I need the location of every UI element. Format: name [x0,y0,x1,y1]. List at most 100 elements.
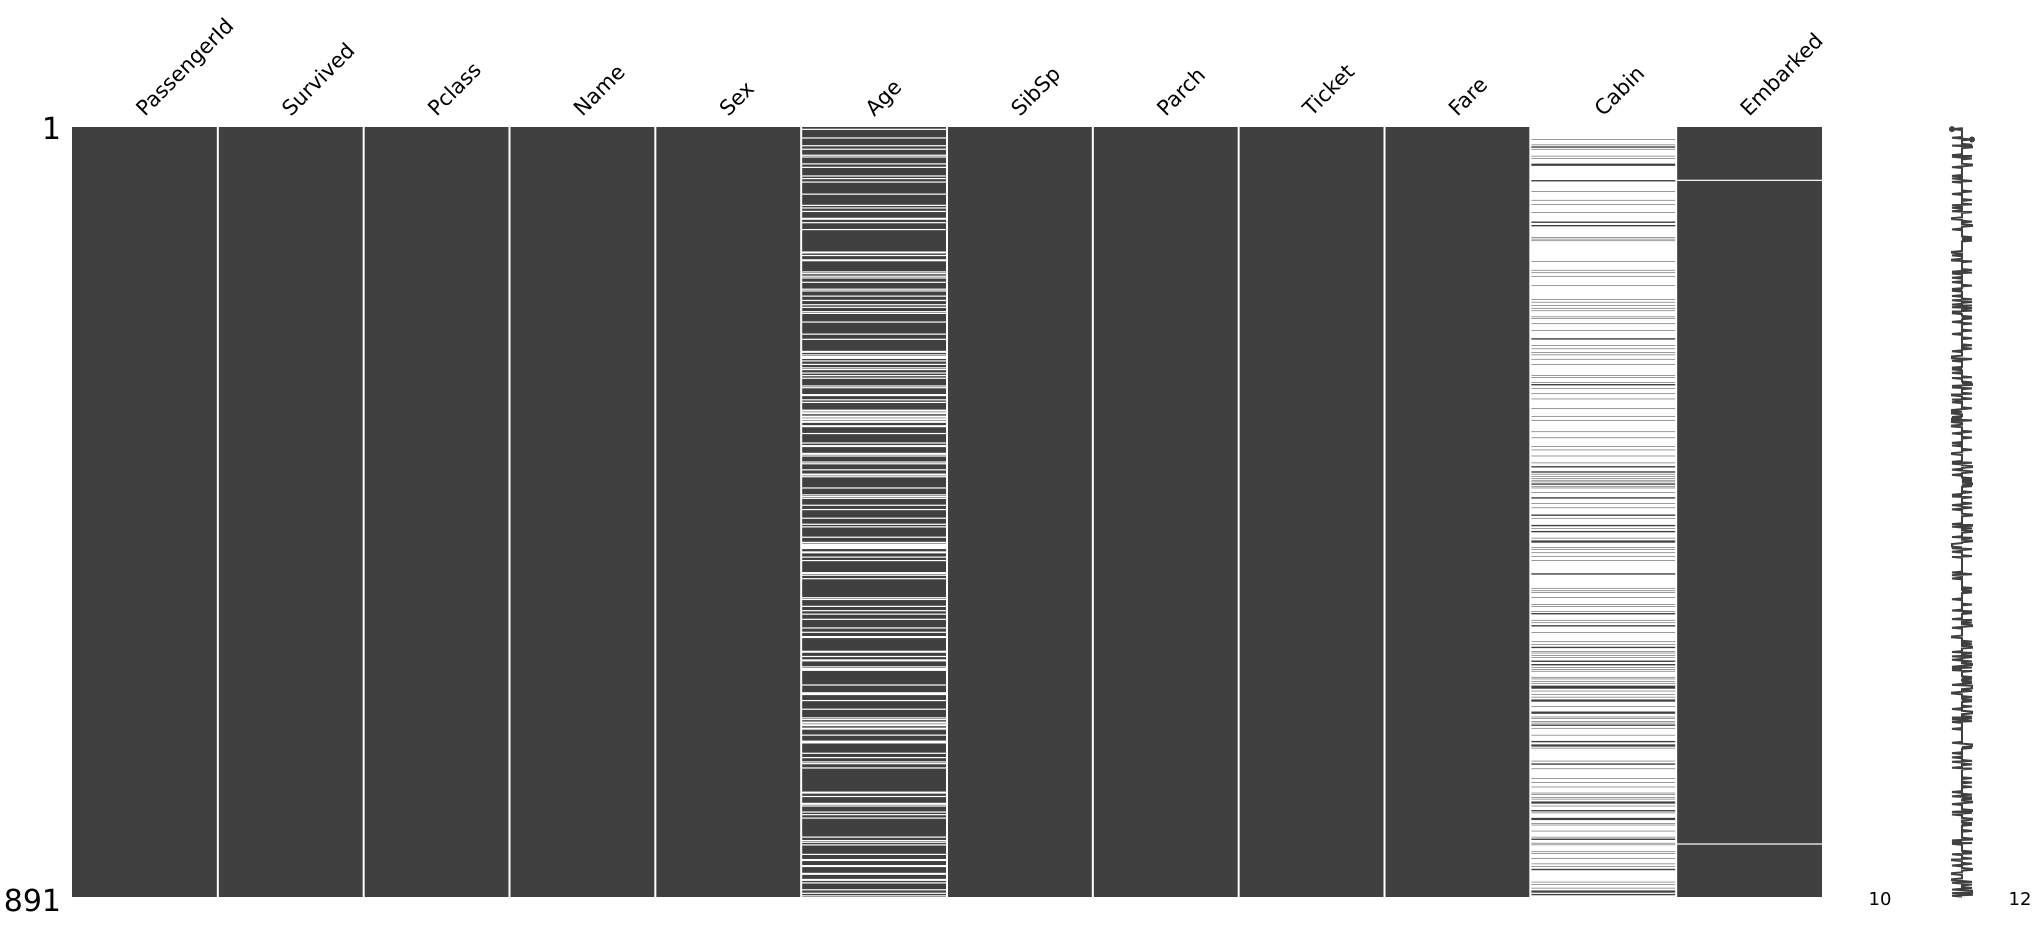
missing-cell-cabin [1530,438,1677,440]
missing-cell-cabin [1530,560,1677,563]
missing-cell-cabin [1530,543,1677,545]
missing-cell-cabin [1530,274,1677,276]
missing-cell-cabin [1530,623,1677,626]
missing-cell-cabin [1530,447,1677,449]
missing-cell-cabin [1530,185,1677,187]
missing-cell-cabin [1530,878,1677,881]
missing-cell-cabin [1530,551,1677,553]
missing-cell-cabin [1530,432,1677,434]
missing-cell-cabin [1530,618,1677,620]
missing-cell-age [801,410,947,412]
missing-cell-cabin [1530,771,1677,773]
missing-cell-cabin [1530,165,1677,168]
column-ticket [1238,127,1385,897]
missing-cell-cabin [1530,731,1677,733]
missing-cell-cabin [1530,286,1677,289]
completeness-sparkline [1949,126,1975,898]
missing-cell-cabin [1530,380,1677,382]
missing-cell-age [801,692,947,694]
missing-cell-cabin [1530,394,1677,397]
missing-cell-age [801,841,947,843]
missing-cell-cabin [1530,502,1677,504]
missing-cell-age [801,181,947,183]
missing-cell-cabin [1530,181,1677,183]
missing-cell-cabin [1530,550,1677,552]
missing-cell-cabin [1530,247,1677,250]
missing-cell-age [801,333,947,335]
missing-cell-cabin [1530,430,1677,432]
missing-cell-age [801,508,947,511]
missing-cell-cabin [1530,254,1677,256]
missing-cell-cabin [1530,546,1677,548]
missing-cell-cabin [1530,710,1677,712]
missing-cell-age [801,636,947,638]
missing-cell-cabin [1530,170,1677,172]
missing-cell-age [801,636,947,639]
missing-cell-cabin [1530,261,1677,264]
missing-cell-age [801,631,947,633]
missing-cell-cabin [1530,585,1677,587]
missing-cell-cabin [1530,347,1677,349]
missing-cell-cabin [1530,566,1677,568]
missing-cell-cabin [1530,651,1677,653]
missing-cell-cabin [1530,886,1677,888]
missing-cell-cabin [1530,158,1677,161]
missing-cell-cabin [1530,208,1677,210]
missing-cell-cabin [1530,503,1677,505]
missing-cell-age [801,228,947,231]
missing-cell-age [801,574,947,576]
missing-cell-cabin [1530,677,1677,679]
missing-cell-cabin [1530,536,1677,538]
missing-cell-cabin [1530,702,1677,704]
missing-cell-age [801,494,947,496]
missing-cell-cabin [1530,736,1677,738]
missing-cell-cabin [1530,567,1677,569]
missing-cell-cabin [1530,594,1677,596]
missing-cell-cabin [1530,675,1677,677]
missing-cell-cabin [1530,870,1677,872]
missing-cell-cabin [1530,520,1677,522]
missing-cell-cabin [1530,570,1677,572]
missing-cell-age [801,426,947,428]
missing-cell-cabin [1530,374,1677,376]
missing-cell-cabin [1530,353,1677,355]
missing-cell-cabin [1530,484,1677,486]
missing-cell-cabin [1530,220,1677,222]
missing-cell-age [801,350,947,353]
missing-cell-cabin [1530,756,1677,758]
missing-cell-age [801,425,947,427]
column-label-age: Age [861,75,907,121]
missing-cell-cabin [1530,306,1677,308]
missing-cell-cabin [1530,509,1677,512]
missing-cell-cabin [1530,750,1677,753]
missing-cell-cabin [1530,723,1677,725]
missing-cell-cabin [1530,852,1677,854]
missing-cell-age [801,541,947,544]
missing-cell-cabin [1530,405,1677,407]
missing-cell-cabin [1530,127,1677,129]
missing-cell-cabin [1530,565,1677,567]
missing-cell-cabin [1530,429,1677,431]
missing-cell-cabin [1530,173,1677,175]
missing-cell-cabin [1530,441,1677,443]
missing-cell-cabin [1530,168,1677,170]
missing-cell-cabin [1530,529,1677,531]
missing-cell-cabin [1530,779,1677,781]
missing-cell-age [801,655,947,658]
missing-cell-cabin [1530,752,1677,754]
missing-cell-age [801,693,947,696]
missing-cell-age [801,859,947,862]
missing-cell-cabin [1530,315,1677,317]
missing-cell-cabin [1530,725,1677,728]
missing-cell-cabin [1530,697,1677,699]
missing-cell-age [801,290,947,292]
missing-cell-cabin [1530,732,1677,735]
missing-cell-cabin [1530,412,1677,414]
missing-cell-cabin [1530,319,1677,321]
missing-cell-cabin [1530,475,1677,477]
missing-cell-age [801,401,947,404]
missing-cell-cabin [1530,840,1677,843]
missing-cell-cabin [1530,737,1677,739]
missing-cell-age [801,817,947,819]
missing-cell-cabin [1530,681,1677,684]
